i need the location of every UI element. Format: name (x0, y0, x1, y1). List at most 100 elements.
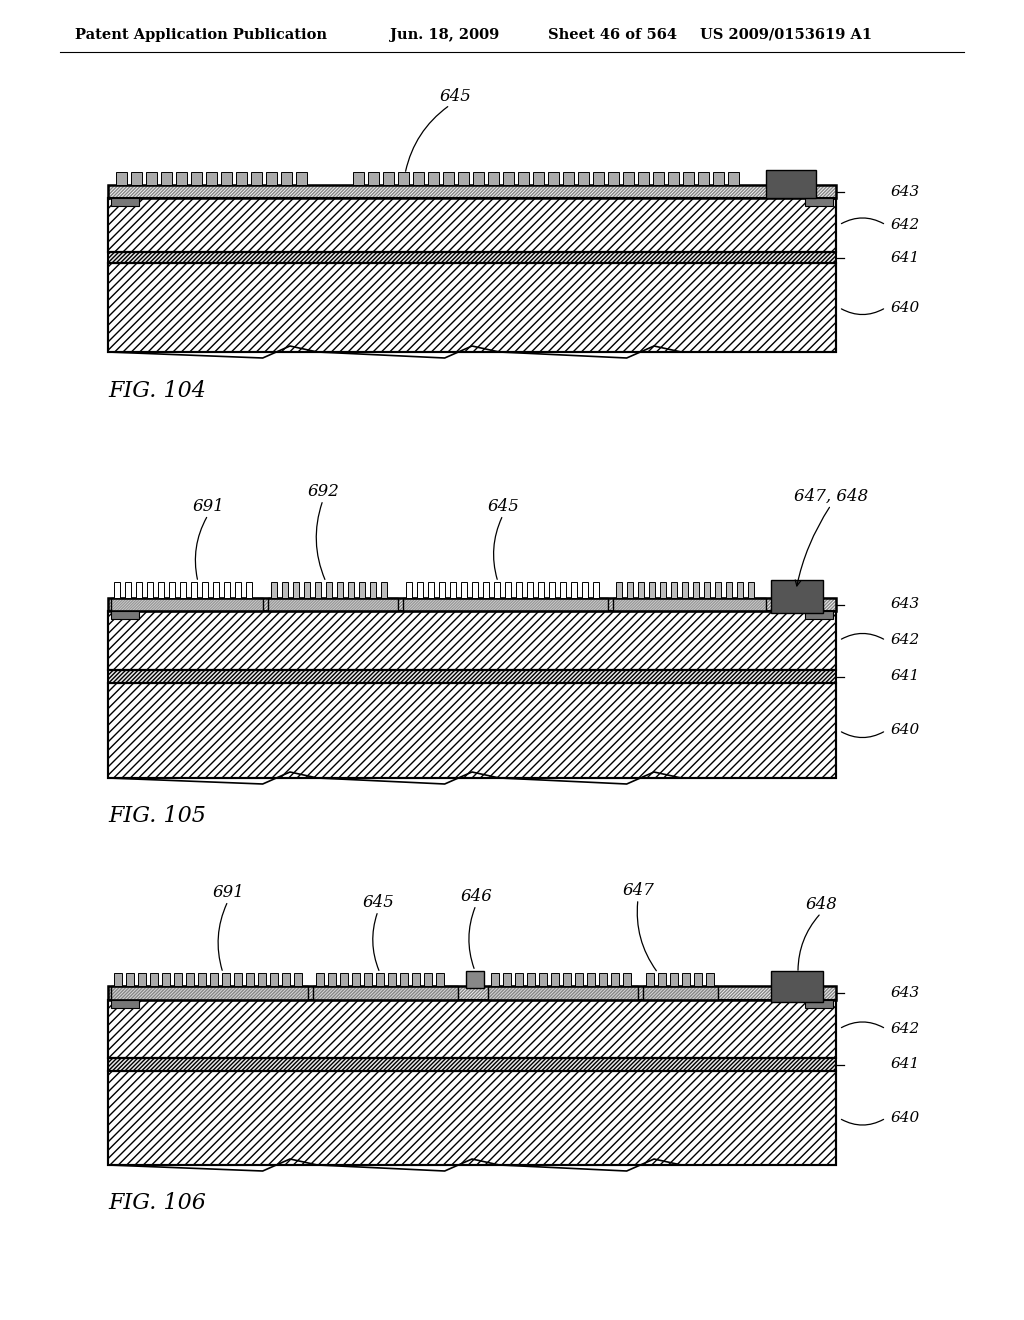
Bar (108, 263, 836, 352)
Bar (108, 185, 836, 198)
Bar (461, 582, 467, 598)
Bar (236, 172, 247, 185)
Bar (108, 598, 836, 611)
Bar (551, 973, 559, 986)
Bar (368, 172, 379, 185)
Bar (593, 172, 604, 185)
Bar (108, 185, 836, 198)
Bar (527, 582, 534, 598)
Bar (643, 986, 718, 1001)
Bar (111, 611, 139, 619)
Bar (671, 582, 677, 598)
Text: 642: 642 (891, 218, 921, 232)
Bar (473, 172, 484, 185)
Bar (713, 172, 724, 185)
Bar (534, 172, 544, 185)
Bar (108, 671, 836, 682)
Bar (450, 582, 456, 598)
Bar (108, 671, 836, 682)
Bar (213, 582, 219, 598)
Bar (608, 172, 618, 185)
Bar (111, 198, 139, 206)
Bar (613, 598, 766, 611)
Bar (150, 973, 158, 986)
Bar (668, 172, 679, 185)
Bar (515, 973, 523, 986)
Text: 642: 642 (891, 1022, 921, 1036)
Bar (549, 582, 555, 598)
Bar (224, 582, 230, 598)
Bar (352, 973, 360, 986)
Bar (251, 172, 262, 185)
Bar (198, 973, 206, 986)
Bar (270, 973, 278, 986)
Bar (125, 582, 131, 598)
Bar (136, 582, 142, 598)
Bar (304, 582, 310, 598)
Bar (698, 172, 709, 185)
Bar (560, 582, 566, 598)
Bar (108, 986, 836, 1001)
Bar (131, 172, 142, 185)
Bar (383, 172, 394, 185)
Bar (548, 172, 559, 185)
Bar (353, 172, 364, 185)
Text: 691: 691 (193, 498, 224, 515)
Bar (258, 973, 266, 986)
Bar (266, 172, 278, 185)
Text: 645: 645 (362, 894, 394, 911)
Bar (370, 582, 376, 598)
Bar (364, 973, 372, 986)
Bar (582, 582, 588, 598)
Text: 647: 647 (622, 882, 654, 899)
Bar (146, 172, 157, 185)
Bar (108, 611, 836, 671)
Text: 692: 692 (307, 483, 339, 500)
Bar (653, 172, 664, 185)
Bar (108, 252, 836, 263)
Bar (417, 582, 423, 598)
Bar (114, 973, 122, 986)
Bar (191, 172, 202, 185)
Bar (771, 972, 823, 1002)
Text: Sheet 46 of 564: Sheet 46 of 564 (548, 28, 677, 42)
Bar (693, 582, 699, 598)
Bar (108, 263, 836, 352)
Bar (571, 582, 577, 598)
Bar (126, 973, 134, 986)
Bar (268, 598, 398, 611)
Bar (282, 582, 288, 598)
Bar (111, 598, 263, 611)
Bar (726, 582, 732, 598)
Bar (206, 172, 217, 185)
Bar (646, 973, 654, 986)
Bar (516, 582, 522, 598)
Bar (268, 598, 398, 611)
Bar (483, 582, 489, 598)
Text: FIG. 104: FIG. 104 (108, 380, 206, 403)
Text: 640: 640 (891, 723, 921, 738)
Bar (428, 172, 439, 185)
Bar (494, 582, 500, 598)
Bar (271, 582, 278, 598)
Bar (210, 973, 218, 986)
Bar (108, 611, 836, 671)
Bar (578, 172, 589, 185)
Bar (766, 170, 816, 198)
Text: 645: 645 (487, 498, 519, 515)
Bar (111, 986, 308, 1001)
Text: 643: 643 (891, 185, 921, 198)
Bar (488, 986, 638, 1001)
Bar (518, 172, 529, 185)
Bar (439, 582, 445, 598)
Bar (281, 172, 292, 185)
Bar (406, 582, 412, 598)
Bar (638, 582, 644, 598)
Bar (294, 973, 302, 986)
Bar (147, 582, 153, 598)
Bar (527, 973, 535, 986)
Bar (108, 252, 836, 263)
Text: 642: 642 (891, 634, 921, 648)
Bar (359, 582, 365, 598)
Bar (111, 598, 263, 611)
